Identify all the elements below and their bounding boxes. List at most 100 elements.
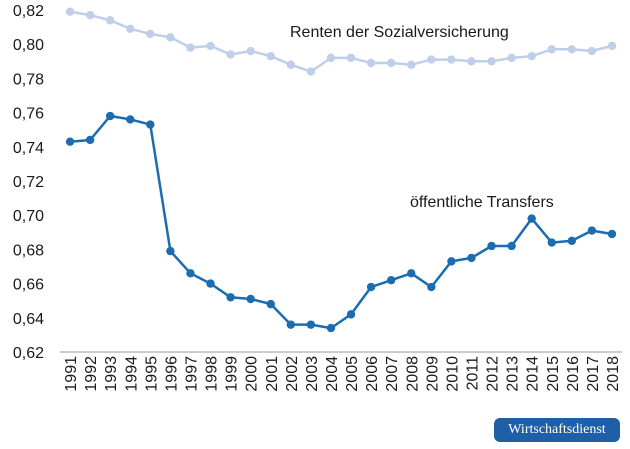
data-point-0 — [206, 41, 215, 51]
data-point-1 — [166, 246, 175, 256]
data-point-1 — [146, 120, 155, 129]
x-tick-label: 2008 — [404, 356, 421, 392]
x-tick-label: 2002 — [284, 356, 301, 392]
data-point-0 — [407, 60, 416, 69]
x-tick-label: 2012 — [485, 356, 502, 392]
data-point-0 — [487, 57, 496, 66]
x-tick-label: 2005 — [344, 356, 361, 392]
data-point-1 — [186, 269, 195, 278]
data-point-1 — [587, 226, 597, 235]
y-axis: 0,62 0,64 0,66 0,68 0,70 0,72 0,74 0,76 0,78 0,80… — [13, 3, 44, 362]
data-point-0 — [126, 24, 135, 34]
x-tick-label: 1993 — [103, 356, 120, 392]
x-tick-label: 1999 — [224, 356, 241, 392]
data-point-1 — [607, 229, 617, 239]
y-tick-label: 0,76 — [13, 106, 44, 123]
x-tick-label: 2018 — [605, 356, 622, 392]
data-point-1 — [567, 236, 577, 246]
data-point-0 — [306, 67, 316, 76]
data-point-0 — [467, 57, 476, 66]
data-point-1 — [326, 323, 336, 333]
data-point-1 — [407, 269, 416, 278]
data-point-0 — [527, 51, 536, 61]
x-tick-label: 2013 — [505, 356, 522, 392]
y-tick-label: 0,66 — [13, 277, 44, 294]
data-point-0 — [447, 55, 456, 64]
data-point-1 — [65, 137, 75, 146]
x-tick-label: 2014 — [525, 356, 542, 392]
data-point-1 — [346, 310, 356, 319]
data-point-0 — [266, 51, 275, 61]
x-tick-label: 2003 — [304, 356, 321, 392]
x-tick-label: 1994 — [123, 356, 140, 392]
data-point-0 — [346, 53, 356, 63]
x-tick-label: 2017 — [585, 356, 602, 392]
data-point-1 — [507, 241, 516, 251]
data-point-0 — [567, 45, 577, 54]
data-point-0 — [246, 46, 255, 56]
data-point-1 — [286, 320, 296, 329]
data-point-0 — [226, 50, 235, 59]
data-point-1 — [386, 275, 396, 285]
x-tick-label: 1992 — [83, 356, 100, 392]
data-point-0 — [166, 33, 175, 42]
y-tick-label: 0,78 — [13, 71, 44, 88]
x-axis: 1991 1992 1993 1994 1995 1996 1997 1998 1999 2000… — [63, 356, 622, 392]
series-label-renten: Renten der Sozialversicherung — [290, 24, 509, 41]
y-tick-label: 0,70 — [13, 208, 44, 225]
y-tick-label: 0,74 — [13, 140, 44, 157]
x-tick-label: 2010 — [444, 356, 461, 392]
x-tick-label: 2016 — [565, 356, 582, 392]
data-point-1 — [366, 282, 376, 292]
data-point-1 — [527, 214, 536, 223]
x-tick-label: 2007 — [384, 356, 401, 392]
data-point-1 — [206, 279, 215, 288]
data-point-0 — [286, 60, 296, 69]
data-point-1 — [467, 253, 476, 263]
data-point-0 — [366, 58, 376, 68]
data-point-1 — [487, 241, 496, 251]
x-tick-label: 2009 — [424, 356, 441, 392]
x-tick-label: 2006 — [364, 356, 381, 392]
y-tick-label: 0,68 — [13, 242, 44, 259]
wirtschaftsdienst-badge: Wirtschaftsdienst — [494, 418, 620, 442]
series-line-0 — [69, 10, 613, 73]
y-tick-label: 0,62 — [13, 345, 44, 362]
data-point-0 — [427, 55, 436, 64]
data-point-1 — [85, 135, 95, 145]
data-point-1 — [306, 320, 316, 329]
data-point-1 — [427, 282, 436, 292]
data-point-0 — [607, 41, 617, 51]
data-point-1 — [266, 299, 275, 309]
data-point-1 — [246, 294, 255, 304]
data-point-0 — [65, 7, 75, 16]
data-point-1 — [547, 238, 556, 247]
data-point-0 — [186, 43, 195, 52]
x-tick-label: 1991 — [63, 356, 80, 392]
data-point-0 — [587, 46, 597, 56]
series-label-transfers: öffentliche Transfers — [410, 194, 554, 211]
data-point-0 — [85, 10, 95, 20]
y-tick-label: 0,72 — [13, 174, 44, 191]
data-point-1 — [105, 111, 115, 121]
data-point-0 — [547, 45, 556, 54]
x-tick-label: 2001 — [264, 356, 281, 392]
data-point-0 — [146, 29, 155, 39]
x-tick-label: 1995 — [143, 356, 160, 392]
x-tick-label: 1997 — [183, 356, 200, 392]
y-tick-label: 0,64 — [13, 311, 44, 328]
x-tick-label: 1998 — [204, 356, 221, 392]
data-point-0 — [507, 53, 516, 63]
x-tick-label: 1996 — [163, 356, 180, 392]
y-tick-label: 0,80 — [13, 37, 44, 54]
x-tick-label: 2011 — [464, 356, 481, 391]
x-tick-label: 2015 — [545, 356, 562, 392]
data-point-1 — [447, 257, 456, 266]
x-tick-label: 2000 — [244, 356, 261, 392]
series-line-1 — [69, 114, 613, 330]
y-tick-label: 0,82 — [13, 3, 44, 20]
data-point-1 — [226, 293, 235, 302]
series-group — [65, 7, 617, 333]
data-point-0 — [326, 53, 336, 63]
